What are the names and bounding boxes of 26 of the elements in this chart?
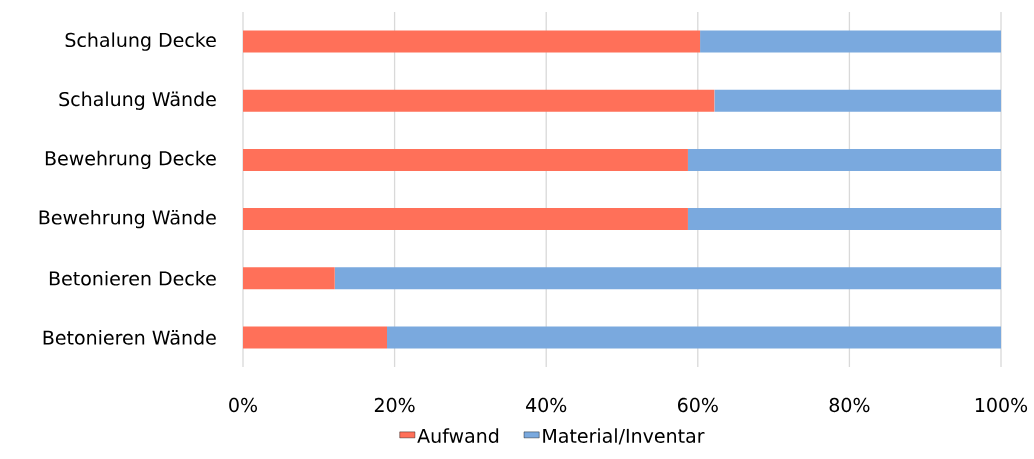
x-tick-label: 20% xyxy=(374,397,415,413)
bar xyxy=(243,89,715,112)
bar xyxy=(243,326,388,349)
bar xyxy=(243,148,688,171)
bar xyxy=(687,208,1001,231)
y-tick-label: Bewehrung Decke xyxy=(45,150,216,170)
y-tick-label: Betonieren Decke xyxy=(49,270,216,286)
x-tick-label: 40% xyxy=(526,397,567,413)
bar xyxy=(243,208,688,231)
legend-label: Material/Inventar xyxy=(543,428,705,445)
bar xyxy=(243,267,335,290)
y-tick-label: Betonieren Wände xyxy=(43,330,216,345)
x-tick-label: 60% xyxy=(678,397,718,413)
legend-label: Aufwand xyxy=(417,428,499,443)
x-tick-label: 80% xyxy=(829,397,870,413)
y-tick-label: Schalung Decke xyxy=(65,32,216,51)
bar xyxy=(243,30,701,53)
bar xyxy=(714,89,1001,112)
x-tick-label: 0% xyxy=(229,397,258,413)
bar xyxy=(700,30,1001,53)
bar xyxy=(334,267,1001,290)
bar xyxy=(687,148,1001,171)
bar xyxy=(387,326,1001,349)
y-tick-label: Schalung Wände xyxy=(59,91,216,110)
y-tick-label: Bewehrung Wände xyxy=(39,209,216,229)
x-tick-label: 100% xyxy=(975,397,1028,413)
